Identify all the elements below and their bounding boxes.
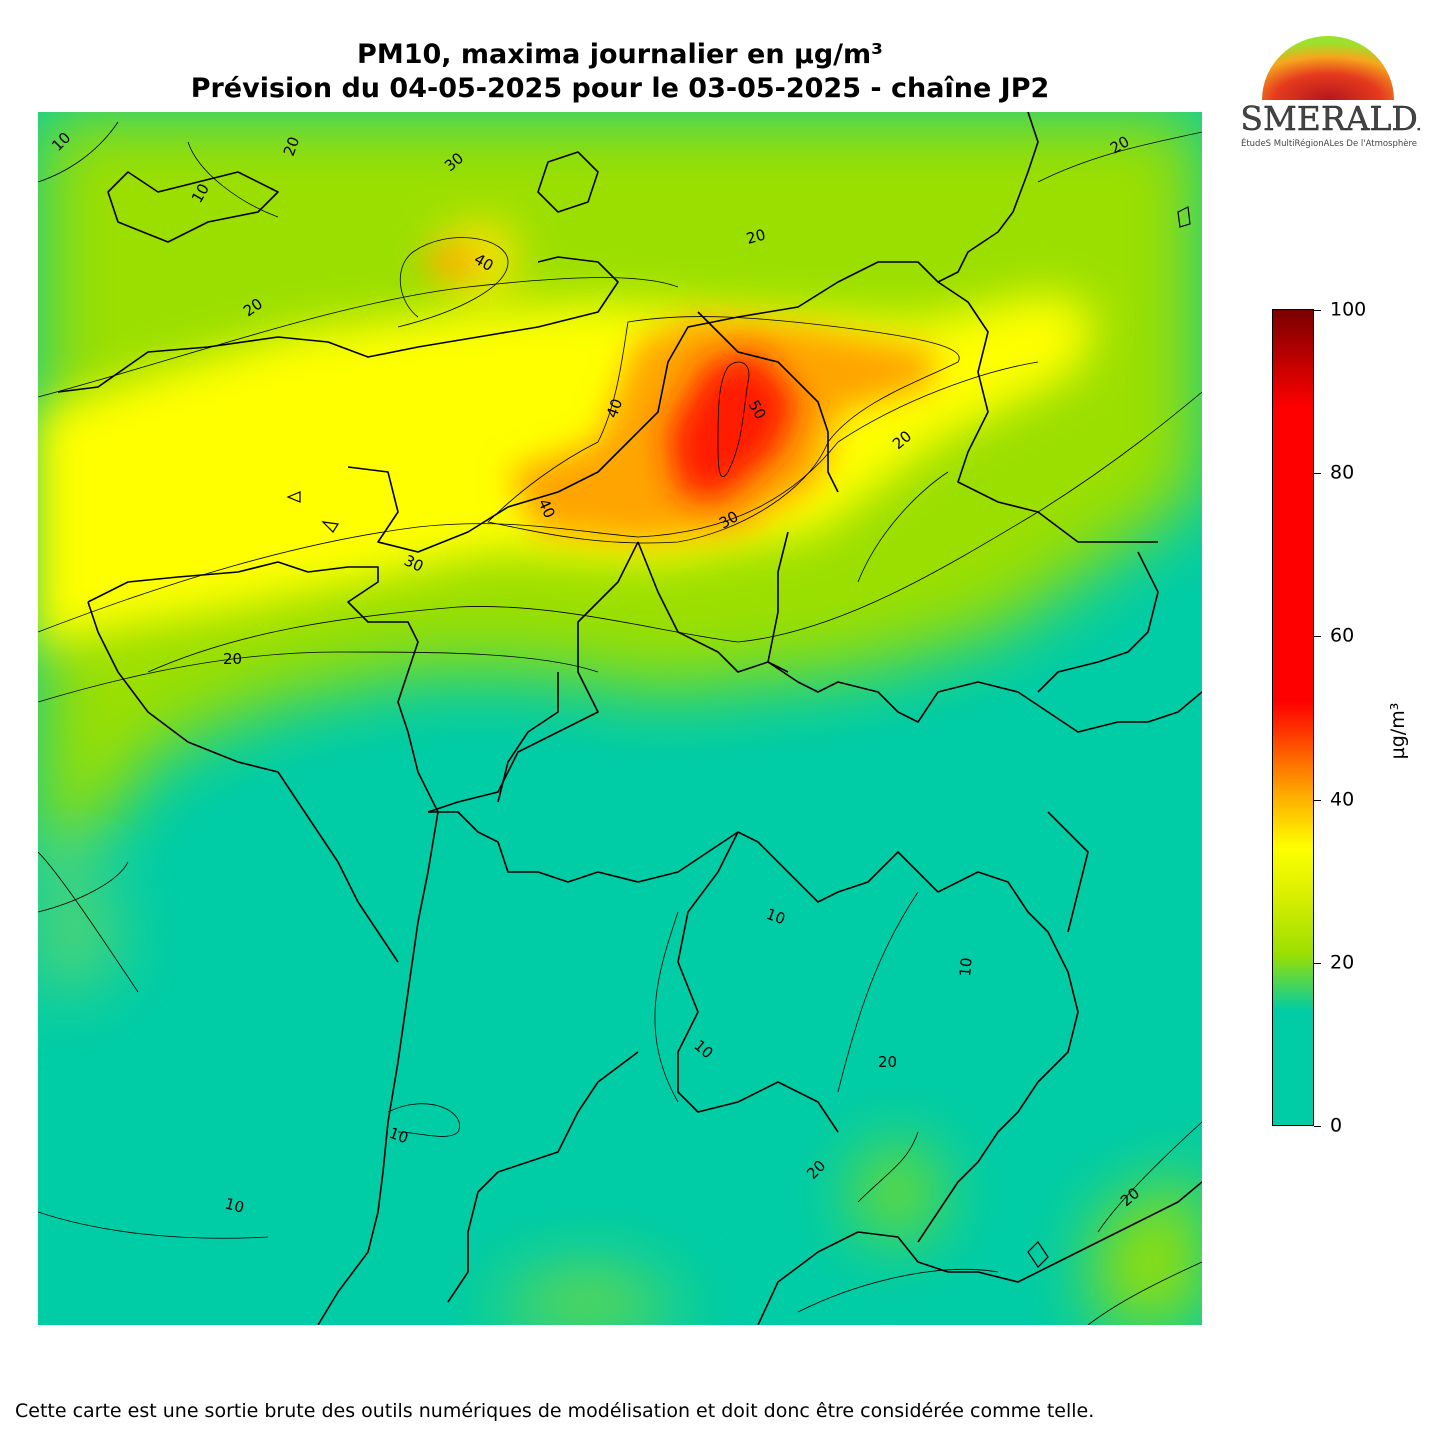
- colorbar-tick-label: 60: [1330, 624, 1355, 647]
- contour-label: 20: [223, 650, 242, 668]
- colorbar-unit-label: µg/m³: [1387, 702, 1409, 760]
- pm10-map: 10 20 30 10 40 20 20 40 50 40 30 20 30 2…: [38, 112, 1202, 1325]
- disclaimer-text: Cette carte est une sortie brute des out…: [15, 1400, 1095, 1422]
- colorbar-tick: [1314, 799, 1321, 801]
- contour-label: 40: [603, 396, 626, 420]
- colorbar-tick-label: 80: [1330, 461, 1355, 484]
- contour-label: 20: [744, 226, 767, 248]
- colorbar-tick-label: 20: [1330, 951, 1355, 974]
- esmeralda-logo: ESMERALDA ÉtudeS MultiRégionALes De l'At…: [1216, 34, 1438, 154]
- contour-label: 10: [956, 957, 976, 978]
- colorbar-tick: [1314, 1126, 1321, 1127]
- colorbar-tick: [1314, 473, 1321, 475]
- colorbar-tick: [1314, 962, 1321, 964]
- logo-tagline: ÉtudeS MultiRégionALes De l'Atmosphère: [1241, 137, 1417, 149]
- colorbar-tick: [1314, 310, 1321, 311]
- coast-and-borders: [57, 112, 1202, 1325]
- map-title-line2: Prévision du 04-05-2025 pour le 03-05-20…: [190, 73, 1050, 104]
- logo-text: ESMERALDA: [1238, 99, 1420, 138]
- colorbar-tick: [1314, 636, 1321, 638]
- colorbar: 0 20 40 60 80 100: [1272, 300, 1432, 1135]
- colorbar-tick-label: 40: [1330, 788, 1355, 811]
- contour-lines: [38, 121, 1202, 1325]
- logo-dome-icon: [1262, 36, 1394, 100]
- contour-label: 20: [280, 134, 303, 158]
- contour-label: 10: [223, 1194, 246, 1216]
- contour-label: 10: [764, 905, 788, 928]
- field-red: [668, 352, 798, 502]
- map-title-line1: PM10, maxima journalier en µg/m³: [357, 39, 883, 70]
- islands: [286, 206, 1191, 1268]
- colorbar-tick-label: 0: [1330, 1114, 1343, 1137]
- contour-label: 20: [878, 1053, 897, 1071]
- colorbar-tick-label: 100: [1330, 298, 1367, 321]
- contour-label: 10: [387, 1124, 411, 1147]
- colorbar-gradient: [1272, 309, 1314, 1126]
